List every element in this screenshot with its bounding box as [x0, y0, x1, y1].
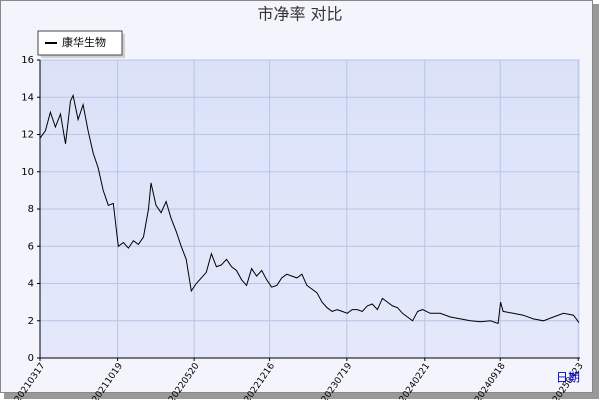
y-tick-label: 8	[28, 204, 34, 215]
legend-label: 康华生物	[62, 35, 106, 49]
y-tick-label: 10	[21, 167, 34, 178]
y-tick-label: 14	[21, 92, 34, 103]
x-axis-label: 日期	[556, 371, 580, 385]
y-tick-label: 6	[28, 241, 34, 252]
shadow	[4, 393, 599, 399]
y-tick-label: 0	[28, 353, 34, 364]
legend: 康华生物	[37, 30, 125, 58]
data-line	[39, 93, 580, 325]
y-tick-label: 4	[28, 279, 34, 290]
y-tick-label: 2	[28, 316, 34, 327]
shadow	[593, 4, 599, 397]
chart-title: 市净率 对比	[257, 5, 342, 24]
y-tick-label: 16	[21, 55, 34, 66]
y-tick-label: 12	[21, 130, 34, 141]
